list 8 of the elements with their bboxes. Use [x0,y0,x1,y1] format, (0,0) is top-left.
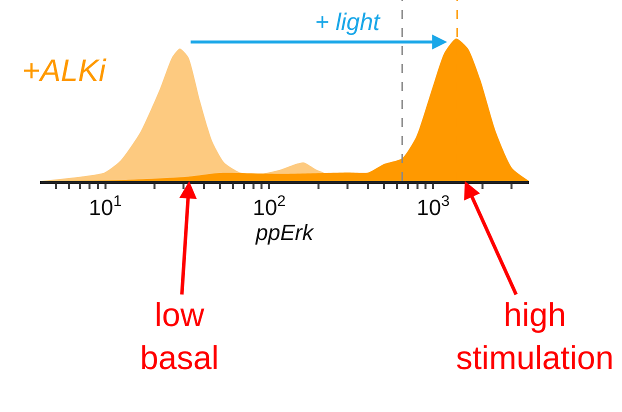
x-tick-label: 10$^{1}$ [88,192,122,220]
annotation: high stimulation [456,296,614,376]
annotation: +ALKi [22,53,107,88]
x-tick-label: 10$^{3}$ [416,192,450,220]
x-tick-label: 10$^{2}$ [252,192,286,220]
annotation: + light [315,9,382,36]
x-axis-title: ppErk [254,220,314,246]
annotation: low basal [140,296,219,376]
